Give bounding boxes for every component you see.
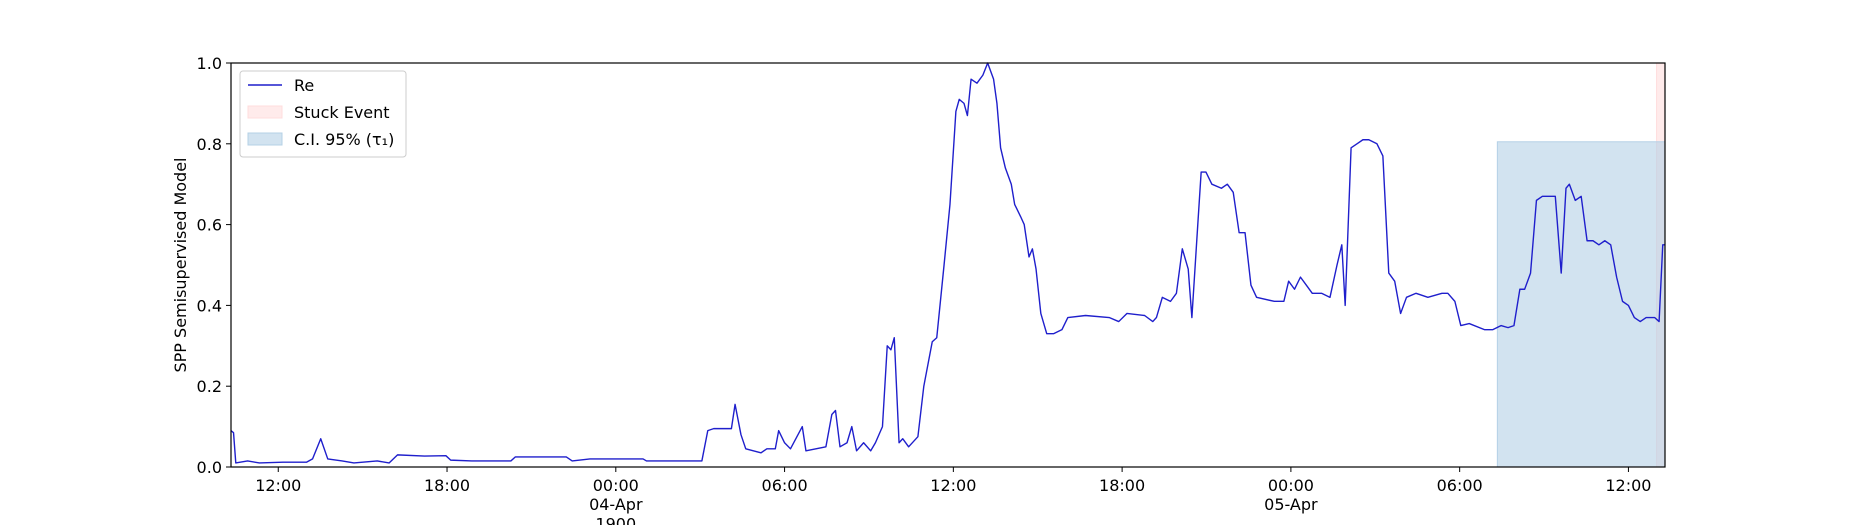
y-tick-label: 0.2 [197,377,222,396]
x-tick-label: 12:00 [255,476,301,495]
y-tick-label: 0.0 [197,458,222,477]
y-tick-label: 1.0 [197,54,222,73]
legend-label: Stuck Event [294,103,390,122]
y-tick-label: 0.6 [197,216,222,235]
x-tick-label: 06:00 [762,476,808,495]
x-tick-label: 00:00 04-Apr 1900 [589,476,643,525]
legend-swatch [247,105,283,119]
legend-label: C.I. 95% (τ₁) [294,130,394,149]
x-tick-label: 12:00 [1605,476,1651,495]
plot-frame [230,62,1666,468]
y-tick-label: 0.8 [197,135,222,154]
x-tick-label: 18:00 [1099,476,1145,495]
x-tick-label: 18:00 [424,476,470,495]
data-line [230,62,1665,464]
legend-label: Re [294,76,314,95]
y-tick-label: 0.4 [197,296,222,315]
span [1496,141,1666,468]
legend-swatch [247,132,283,146]
x-tick-label: 00:00 05-Apr [1264,476,1318,514]
y-axis-label: SPP Semisupervised Model [171,158,190,373]
x-tick-label: 06:00 [1437,476,1483,495]
x-tick-label: 12:00 [930,476,976,495]
